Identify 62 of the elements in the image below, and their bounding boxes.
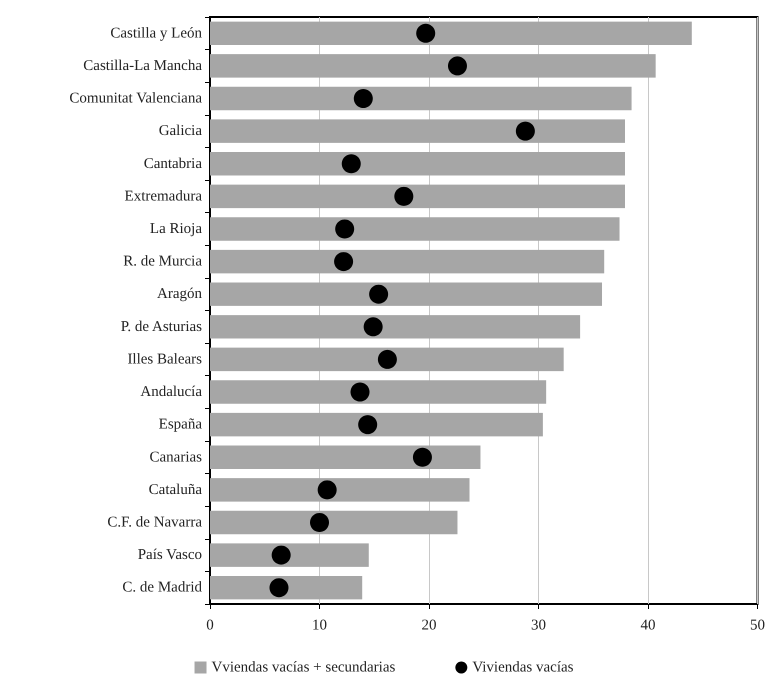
point [350, 382, 370, 402]
legend-label: Vviendas vacías + secundarias [212, 660, 396, 676]
y-tick-label: C.F. de Navarra [107, 514, 202, 530]
bar [210, 576, 362, 600]
point [334, 252, 354, 272]
x-tick-label: 40 [640, 618, 656, 634]
y-tick-label: Castilla y León [110, 25, 202, 42]
y-tick-label: Illes Balears [127, 351, 202, 368]
point [364, 317, 383, 336]
y-tick-label: P. de Asturias [120, 318, 202, 335]
bar [210, 282, 602, 306]
point [342, 154, 361, 174]
bar [210, 86, 632, 110]
x-tick-label: 0 [206, 618, 214, 634]
bar [210, 315, 580, 339]
bar [210, 510, 458, 534]
y-tick-label: Cataluña [148, 482, 202, 498]
y-tick-label: Andalucía [140, 384, 202, 400]
point [394, 186, 414, 206]
y-tick-label: Canarias [150, 449, 202, 466]
y-tick-label: Aragón [157, 286, 202, 302]
y-tick-label: Comunitat Valenciana [69, 90, 202, 107]
bar [210, 119, 626, 143]
bar [210, 412, 543, 436]
y-tick-label: País Vasco [138, 547, 202, 564]
y-tick-label: C. de Madrid [122, 580, 202, 596]
bar [210, 543, 369, 567]
point [416, 24, 436, 43]
point [335, 219, 354, 238]
bar [210, 184, 626, 208]
x-tick-label: 20 [422, 618, 436, 634]
point [358, 415, 378, 434]
bar [210, 478, 470, 502]
point [412, 448, 432, 467]
y-tick-label: Castilla-La Mancha [83, 58, 202, 74]
bar [210, 380, 546, 404]
point [318, 480, 337, 500]
point [354, 89, 373, 108]
point [448, 56, 467, 76]
bar [210, 54, 656, 78]
x-tick-label: 30 [531, 618, 546, 634]
y-tick-label: Cantabria [144, 156, 202, 172]
bar [210, 22, 692, 46]
bar [210, 446, 480, 469]
bar [210, 217, 620, 241]
y-tick-label: Extremadura [124, 188, 202, 204]
bar [210, 152, 626, 176]
legend-label: Viviendas vacías [472, 660, 574, 676]
bar [210, 348, 564, 372]
x-tick-label: 50 [750, 618, 765, 634]
y-tick-label: Galicia [158, 123, 202, 140]
y-tick-label: España [158, 416, 202, 433]
y-tick-label: La Rioja [150, 220, 202, 237]
y-tick-label: R. de Murcia [123, 254, 202, 270]
point [516, 122, 535, 141]
point [378, 350, 397, 369]
bar [210, 250, 604, 274]
x-tick-label: 10 [312, 618, 327, 634]
point [272, 546, 291, 565]
point [270, 578, 288, 598]
point [369, 284, 388, 304]
point [310, 512, 329, 532]
